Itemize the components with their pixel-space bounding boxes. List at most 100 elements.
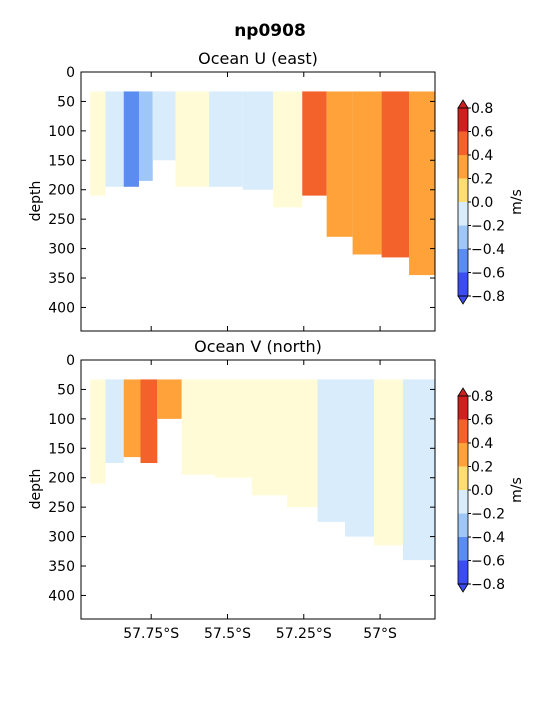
colorbar-segment xyxy=(458,419,468,443)
data-column xyxy=(273,91,303,208)
colorbar-tick-label: 0.6 xyxy=(471,413,493,429)
data-column xyxy=(175,91,210,187)
y-tick-label: 100 xyxy=(48,412,75,428)
data-column xyxy=(105,379,124,464)
y-tick-label: 150 xyxy=(48,441,75,457)
colorbar-segment xyxy=(458,272,468,296)
data-column xyxy=(402,379,435,561)
colorbar-segment xyxy=(458,131,468,155)
y-tick-label: 350 xyxy=(48,559,75,575)
colorbar-tick-label: 0.4 xyxy=(471,436,493,452)
panel-title: Ocean V (north) xyxy=(194,337,322,356)
figure-title: np0908 xyxy=(234,21,306,41)
y-axis-label: depth xyxy=(28,181,44,222)
colorbar-segment xyxy=(458,513,468,537)
colorbar: 0.8 0.6 0.4 0.2 0.0 −0.2 −0.4 −0.6 −0.8 m/s xyxy=(457,387,525,593)
colorbar-tick-label: 0.8 xyxy=(471,389,493,405)
colorbar-tick-label: −0.8 xyxy=(471,289,505,305)
colorbar-tick-label: 0.8 xyxy=(471,101,493,117)
y-tick-label: 400 xyxy=(48,300,75,316)
colorbar-tick-label: −0.6 xyxy=(471,554,505,570)
data-column xyxy=(373,379,403,546)
colorbar-tick-label: 0.4 xyxy=(471,148,493,164)
colorbar-segment xyxy=(458,202,468,226)
colorbar-segment xyxy=(458,249,468,273)
colorbar-tick-label: −0.2 xyxy=(471,219,505,235)
colorbar-tick-label: −0.4 xyxy=(471,242,505,258)
x-tick-label: 57.25°S xyxy=(276,626,332,642)
colorbar-tick-label: −0.6 xyxy=(471,266,505,282)
y-tick-label: 400 xyxy=(48,588,75,604)
x-tick-label: 57.75°S xyxy=(123,626,179,642)
data-column xyxy=(209,91,243,187)
plot-frame xyxy=(80,359,436,620)
panel-u: Ocean U (east) 0 50 100 150 200 250 300 350 400 de… xyxy=(28,49,525,332)
colorbar-segment xyxy=(458,155,468,179)
plot-frame xyxy=(80,71,436,332)
colorbar-segment xyxy=(458,466,468,490)
x-tick-label: 57.5°S xyxy=(204,626,251,642)
x-tick-label: 57°S xyxy=(363,626,397,642)
panel-title: Ocean U (east) xyxy=(198,49,318,68)
data-column xyxy=(409,91,435,276)
y-tick-label: 350 xyxy=(48,271,75,287)
y-tick-label: 200 xyxy=(48,183,75,199)
y-tick-label: 50 xyxy=(57,382,75,398)
colorbar-tick-label: 0.0 xyxy=(471,195,493,211)
data-column xyxy=(286,379,318,508)
colorbar-segment xyxy=(458,537,468,561)
colorbar-tick-label: 0.2 xyxy=(471,460,493,476)
colorbar-extend-top xyxy=(457,387,469,397)
colorbar-tick-label: 0.2 xyxy=(471,172,493,188)
colorbar-tick-label: −0.8 xyxy=(471,577,505,593)
colorbar-tick-label: −0.4 xyxy=(471,530,505,546)
colorbar-segment xyxy=(458,225,468,249)
data-column xyxy=(140,379,158,464)
y-tick-label: 200 xyxy=(48,471,75,487)
y-tick-label: 250 xyxy=(48,500,75,516)
colorbar-extend-bottom xyxy=(457,295,469,305)
y-tick-label: 0 xyxy=(66,65,75,81)
colorbar-segment xyxy=(458,443,468,467)
data-column xyxy=(105,91,124,187)
data-column xyxy=(123,91,139,187)
y-tick-label: 300 xyxy=(48,530,75,546)
y-tick-label: 300 xyxy=(48,242,75,258)
data-column xyxy=(215,379,252,478)
y-tick-label: 250 xyxy=(48,212,75,228)
data-column xyxy=(138,91,153,181)
data-column xyxy=(90,91,106,196)
colorbar-segment xyxy=(458,490,468,514)
data-column xyxy=(317,379,345,522)
y-tick-label: 100 xyxy=(48,124,75,140)
y-tick-label: 0 xyxy=(66,353,75,369)
data-column xyxy=(157,379,182,419)
data-column xyxy=(251,379,287,496)
colorbar-segment xyxy=(458,560,468,584)
colorbar-extend-bottom xyxy=(457,583,469,593)
colorbar-segment xyxy=(458,178,468,202)
colorbar-label: m/s xyxy=(509,477,525,503)
data-column xyxy=(352,91,382,255)
colorbar-tick-label: 0.6 xyxy=(471,125,493,141)
colorbar: 0.8 0.6 0.4 0.2 0.0 −0.2 −0.4 −0.6 −0.8 m/s xyxy=(457,99,525,305)
data-column xyxy=(152,91,176,161)
data-column xyxy=(242,91,274,190)
colorbar-segment xyxy=(458,108,468,132)
colorbar-label: m/s xyxy=(509,189,525,215)
colorbar-extend-top xyxy=(457,99,469,109)
colorbar-segment xyxy=(458,396,468,420)
data-column xyxy=(326,91,353,237)
data-column xyxy=(123,379,141,458)
data-column xyxy=(181,379,216,475)
colorbar-tick-label: 0.0 xyxy=(471,483,493,499)
y-tick-label: 150 xyxy=(48,153,75,169)
y-tick-label: 50 xyxy=(57,94,75,110)
y-axis-label: depth xyxy=(28,469,44,510)
colorbar-tick-label: −0.2 xyxy=(471,507,505,523)
data-column xyxy=(344,379,374,537)
panel-v: Ocean V (north) 0 50 100 150 200 250 300 350 400 d… xyxy=(28,337,525,642)
data-column xyxy=(381,91,410,258)
data-column xyxy=(90,379,106,484)
